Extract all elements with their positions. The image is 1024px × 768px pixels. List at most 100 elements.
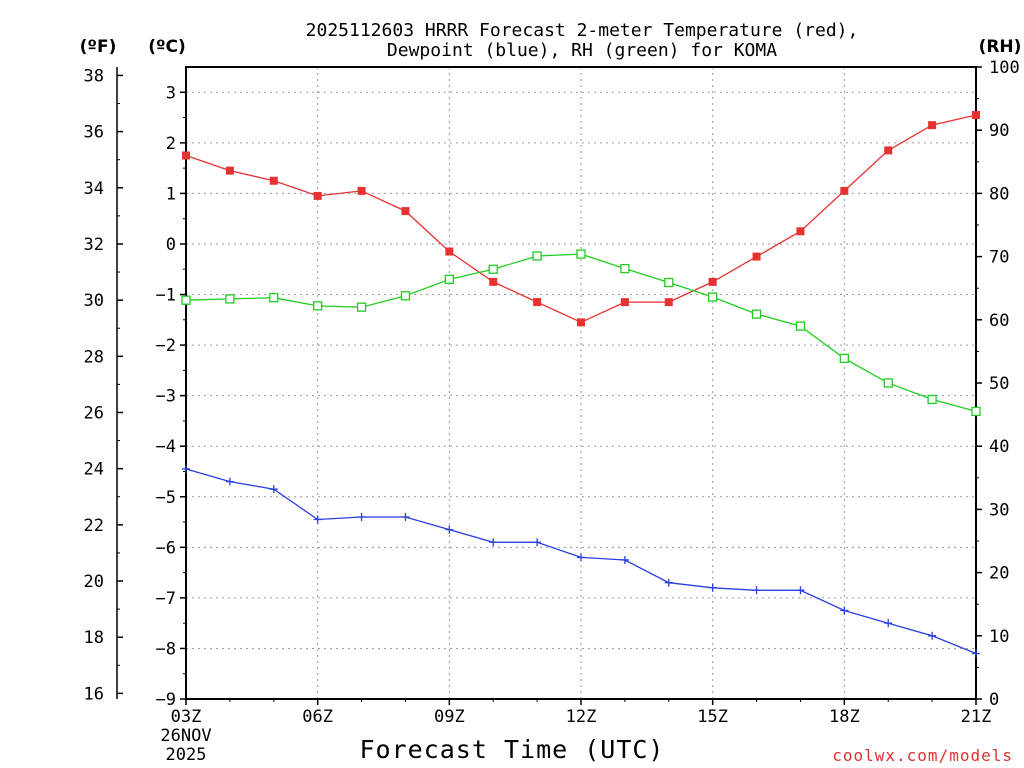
temperature-point [708,277,717,286]
rh-point [269,293,279,303]
fahrenheit-tick-label: 26 [84,403,104,423]
rh-point [927,394,937,405]
temperature-point [577,318,585,327]
rh-point [225,294,235,304]
rh-point [532,251,542,261]
rh-point [971,406,981,417]
celsius-tick-label: 1 [166,184,176,204]
rh-point [400,291,411,301]
celsius-tick-label: −8 [156,639,176,659]
dewpoint-point [489,538,498,547]
series [181,111,981,658]
rh-tick-label: 10 [989,627,1009,647]
temperature-point [928,121,937,130]
celsius-unit-label: (ºC) [148,37,186,57]
temperature-point [401,207,410,216]
celsius-tick-label: −5 [156,488,176,508]
fahrenheit-tick-label: 28 [84,347,104,367]
fahrenheit-tick-label: 30 [84,291,104,311]
temperature-point [489,277,498,286]
temperature-point [972,111,980,120]
rh-tick-label: 100 [989,58,1020,78]
x-tick-label: 15Z [697,707,728,727]
fahrenheit-tick-label: 20 [84,572,104,592]
x-tick-label: 06Z [302,707,333,727]
rh-point [313,301,323,311]
fahrenheit-tick-label: 34 [84,179,104,199]
dewpoint-point [708,583,717,592]
rh-point [620,263,630,274]
rh-point [883,378,893,388]
celsius-tick-label: −3 [156,387,176,407]
temperature-point [225,166,234,175]
dewpoint-point [182,464,190,473]
rh-tick-label: 90 [989,121,1009,141]
x-tick-label: 18Z [829,707,860,727]
x-tick-label: 12Z [566,707,597,727]
temperature-point [313,191,322,200]
fahrenheit-tick-label: 16 [84,684,104,704]
rh-unit-label: (RH) [979,37,1022,57]
axes: 03Z 06Z 09Z 12Z 15Z 18Z 21Z3210−1−2−3−4−5−6−7−… [84,58,1020,727]
x-tick-label: 21Z [961,707,992,727]
dewpoint-point [577,553,585,562]
celsius-tick-label: 2 [166,134,176,154]
temperature-point [620,298,629,307]
rh-point [576,249,586,259]
temperature-point [752,252,761,261]
dewpoint-point [225,477,234,486]
fahrenheit-tick-label: 18 [84,628,104,648]
celsius-tick-label: 0 [166,235,176,255]
celsius-tick-label: −6 [156,538,176,558]
dewpoint-point [533,538,542,547]
rh-tick-label: 80 [989,184,1009,204]
temperature-point [840,186,849,195]
temperature-point [796,227,805,236]
x-tick-label: 09Z [434,707,465,727]
dewpoint-point [972,649,980,658]
x-tick-label: 03Z [171,707,202,727]
dewpoint-point [357,512,366,521]
temperature-point [269,176,278,185]
rh-tick-label: 20 [989,564,1009,584]
dewpoint-point [313,515,322,524]
source-credit: coolwx.com/models [832,746,1013,765]
rh-tick-label: 70 [989,248,1009,268]
chart-subtitle: Dewpoint (blue), RH (green) for KOMA [387,40,777,61]
plot-frame [185,66,977,700]
temperature-point [357,186,366,195]
chart-title: 2025112603 HRRR Forecast 2-meter Tempera… [306,20,859,41]
dewpoint-point [620,555,629,564]
temperature-point [884,146,893,155]
rh-tick-label: 0 [989,690,999,710]
celsius-tick-label: −4 [156,437,176,457]
dewpoint-point [445,525,454,534]
rh-point [488,264,498,274]
rh-point [708,292,718,302]
x-date-month: 26NOV [160,726,211,746]
rh-point [664,277,674,288]
celsius-tick-label: −7 [156,589,176,609]
temperature-point [533,298,542,307]
temperature-point [182,151,190,160]
dewpoint-point [269,485,278,494]
rh-point [181,295,191,305]
rh-tick-label: 50 [989,374,1009,394]
temperature-point [445,247,454,256]
dewpoint-point [664,578,673,587]
x-axis-label: Forecast Time (UTC) [360,735,665,764]
dewpoint-point [928,631,937,640]
grid [186,67,976,700]
celsius-tick-label: 3 [166,83,176,103]
celsius-tick-label: −9 [156,690,176,710]
dewpoint-point [884,619,893,628]
rh-point [839,353,849,364]
fahrenheit-tick-label: 24 [84,460,104,480]
temperature-point [664,298,673,307]
fahrenheit-unit-label: (ºF) [80,37,117,57]
rh-point [751,309,762,319]
dewpoint-point [401,512,410,521]
rh-point [356,302,367,312]
fahrenheit-tick-label: 38 [84,66,104,86]
fahrenheit-tick-label: 36 [84,123,104,143]
